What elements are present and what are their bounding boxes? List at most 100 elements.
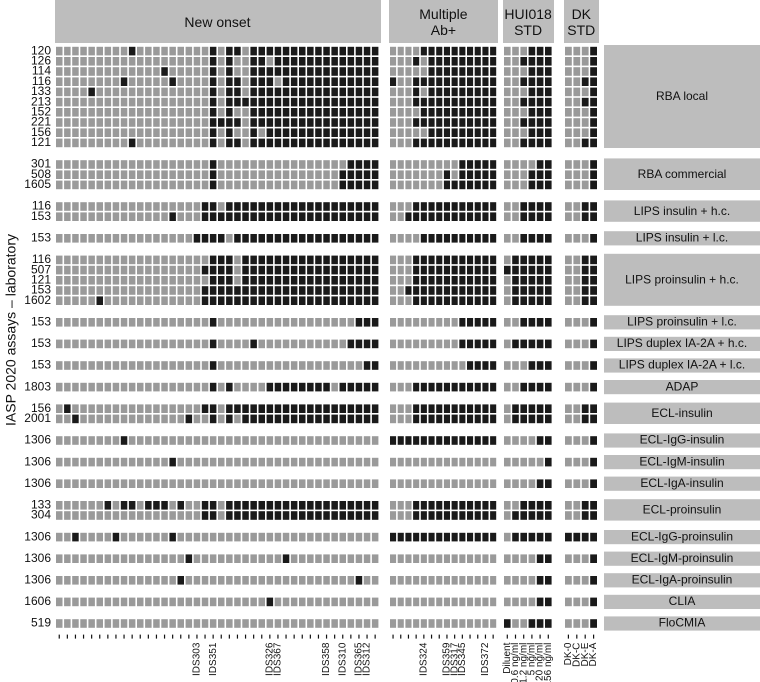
cell bbox=[428, 318, 435, 327]
cell bbox=[250, 180, 257, 190]
cell bbox=[490, 404, 497, 413]
cell bbox=[474, 576, 481, 585]
cell bbox=[137, 619, 144, 628]
cell bbox=[250, 361, 257, 370]
cell bbox=[573, 265, 581, 275]
cell bbox=[250, 212, 257, 221]
panel-label: ECL-IgM-insulin bbox=[639, 454, 724, 468]
cell bbox=[545, 318, 552, 327]
cell bbox=[88, 67, 95, 76]
cell bbox=[72, 619, 79, 628]
cell bbox=[355, 286, 363, 295]
cell bbox=[428, 597, 435, 607]
cell bbox=[363, 511, 371, 520]
cell bbox=[371, 180, 379, 190]
cell bbox=[161, 87, 168, 97]
cell bbox=[482, 554, 489, 563]
cell bbox=[451, 597, 458, 607]
cell bbox=[185, 128, 193, 137]
cell bbox=[355, 67, 363, 76]
cell bbox=[413, 479, 420, 488]
cell bbox=[482, 318, 489, 327]
cell bbox=[218, 138, 225, 148]
cell bbox=[266, 479, 274, 488]
cell bbox=[323, 619, 330, 628]
cell bbox=[104, 382, 112, 392]
cell bbox=[161, 286, 168, 295]
cell bbox=[169, 511, 176, 520]
cell bbox=[565, 180, 572, 190]
cell bbox=[128, 414, 136, 424]
cell bbox=[413, 57, 420, 66]
cell bbox=[88, 382, 95, 392]
cell bbox=[209, 414, 217, 424]
cell bbox=[242, 619, 249, 628]
cell bbox=[331, 202, 338, 211]
cell bbox=[226, 77, 233, 86]
cell bbox=[581, 318, 589, 327]
cell bbox=[153, 404, 160, 413]
cell bbox=[590, 108, 597, 117]
cell bbox=[545, 479, 552, 488]
cell bbox=[274, 501, 282, 510]
cell bbox=[307, 414, 314, 424]
cell bbox=[459, 108, 466, 117]
cell bbox=[528, 501, 536, 510]
cell bbox=[266, 138, 274, 148]
cell bbox=[250, 296, 257, 305]
cell bbox=[413, 212, 420, 221]
cell bbox=[590, 532, 597, 542]
cell bbox=[520, 276, 527, 285]
cell bbox=[390, 554, 397, 563]
x-tick-label: IDS367 bbox=[273, 642, 284, 676]
cell bbox=[258, 576, 265, 585]
cell bbox=[290, 511, 298, 520]
cell bbox=[323, 87, 330, 97]
cell bbox=[347, 619, 355, 628]
cell bbox=[390, 97, 397, 107]
cell bbox=[201, 436, 209, 445]
cell bbox=[413, 265, 420, 275]
cell bbox=[56, 128, 63, 137]
cell bbox=[120, 619, 128, 628]
cell bbox=[347, 108, 355, 117]
cell bbox=[226, 511, 233, 520]
cell bbox=[177, 361, 184, 370]
cell bbox=[193, 479, 201, 488]
cell bbox=[428, 77, 435, 86]
cell bbox=[520, 501, 527, 510]
cell bbox=[185, 97, 193, 107]
cell bbox=[512, 339, 519, 349]
cell bbox=[397, 255, 404, 265]
cell bbox=[258, 128, 265, 137]
cell bbox=[274, 212, 282, 221]
cell bbox=[242, 180, 249, 190]
cell bbox=[428, 296, 435, 305]
cell bbox=[474, 404, 481, 413]
cell bbox=[371, 87, 379, 97]
cell bbox=[193, 501, 201, 510]
cell bbox=[258, 318, 265, 327]
cell bbox=[80, 554, 87, 563]
cell bbox=[145, 138, 152, 148]
cell bbox=[573, 138, 581, 148]
cell bbox=[112, 67, 120, 76]
cell bbox=[363, 576, 371, 585]
panel-label: LIPS duplex IA-2A + l.c. bbox=[619, 358, 745, 372]
cell bbox=[390, 57, 397, 66]
cell bbox=[355, 255, 363, 265]
cell bbox=[467, 361, 474, 370]
cell bbox=[64, 67, 71, 76]
cell bbox=[250, 404, 257, 413]
cell bbox=[443, 511, 450, 520]
lab-label: 507 bbox=[31, 262, 51, 276]
cell bbox=[120, 67, 128, 76]
cell bbox=[428, 202, 435, 211]
cell bbox=[413, 138, 420, 148]
panel-label: ECL-proinsulin bbox=[643, 503, 722, 517]
cell bbox=[64, 170, 71, 179]
cell bbox=[315, 67, 322, 76]
cell bbox=[363, 404, 371, 413]
cell bbox=[490, 501, 497, 510]
cell bbox=[250, 576, 257, 585]
